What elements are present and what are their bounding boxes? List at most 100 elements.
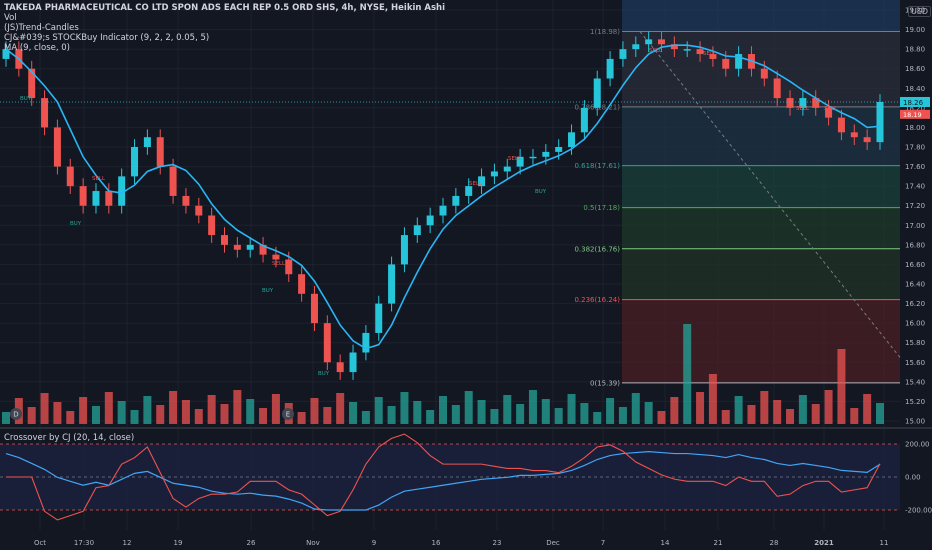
time-tick-label: 16 — [432, 539, 441, 547]
price-tick-label: 17.80 — [905, 144, 925, 152]
fib-zone — [622, 0, 900, 32]
osc-main-line — [6, 433, 881, 521]
volume-bar — [143, 396, 152, 424]
volume-bar — [323, 407, 332, 424]
signal-label: SELL — [796, 106, 810, 112]
candle — [683, 49, 691, 51]
signal-label: BUY — [70, 221, 82, 227]
time-tick-label: 2021 — [814, 539, 834, 547]
chart-legend: TAKEDA PHARMACEUTICAL CO LTD SPON ADS EA… — [4, 3, 445, 53]
currency-badge[interactable]: USD — [908, 6, 932, 17]
volume-bar — [644, 402, 653, 424]
volume-bar — [66, 411, 75, 424]
candle — [208, 215, 216, 236]
legend-volume[interactable]: Vol — [4, 13, 17, 23]
volume-bar — [336, 393, 345, 424]
time-tick-label: 19 — [174, 539, 183, 547]
volume-bar — [104, 392, 113, 424]
candle — [478, 176, 486, 187]
price-tick-label: 19.20 — [905, 7, 925, 15]
volume-bar — [516, 404, 525, 424]
candle — [632, 44, 640, 50]
candle — [516, 156, 524, 167]
volume-bar — [721, 410, 730, 424]
candle — [362, 332, 370, 353]
candle — [310, 293, 318, 324]
candle — [722, 58, 730, 69]
volume-bar — [53, 402, 62, 424]
volume-bar — [194, 409, 203, 424]
candle — [92, 191, 100, 206]
price-tick-label: 19.00 — [905, 26, 925, 34]
price-tick-label: 18.40 — [905, 85, 925, 93]
oscillator-legend[interactable]: Crossover by CJ (20, 14, close) — [4, 433, 135, 443]
candle — [709, 54, 717, 59]
candle — [786, 98, 794, 108]
candle — [131, 147, 139, 177]
volume-bar — [40, 393, 49, 424]
chart-title: TAKEDA PHARMACEUTICAL CO LTD SPON ADS EA… — [4, 3, 446, 13]
volume-bar — [169, 391, 178, 424]
candle — [670, 44, 678, 50]
candle — [760, 68, 768, 79]
candle — [555, 147, 563, 152]
volume-bar — [708, 374, 717, 424]
candle — [593, 78, 601, 108]
volume-bar — [464, 391, 473, 424]
fib-zone — [622, 207, 900, 249]
fib-zone — [622, 106, 900, 166]
volume-bar — [2, 412, 10, 424]
candle — [439, 205, 447, 216]
volume-bar — [477, 400, 486, 424]
candle — [28, 68, 36, 99]
candle — [323, 323, 331, 363]
volume-bar — [618, 407, 627, 424]
signal-label: BUY — [318, 371, 330, 377]
candle — [837, 117, 845, 133]
volume-bar — [156, 405, 165, 424]
volume-bar — [271, 394, 280, 424]
candle — [349, 352, 357, 373]
candles-group — [2, 31, 884, 380]
volume-bar — [798, 395, 807, 424]
fib-level-label: 0(15.39) — [590, 379, 620, 387]
time-tick-label: 28 — [770, 539, 779, 547]
signal-label: SELL — [508, 156, 522, 162]
legend-trend-candles[interactable]: (JS)Trend-Candles — [4, 23, 79, 33]
fib-level-label: 0.618(17.61) — [574, 162, 620, 170]
volume-bar — [361, 411, 370, 424]
time-tick-label: 14 — [661, 539, 670, 547]
candle — [658, 39, 665, 45]
volume-bar — [490, 409, 499, 424]
time-tick-label: 26 — [247, 539, 256, 547]
legend-ma[interactable]: MA (9, close, 0) — [4, 43, 70, 53]
time-tick-label: Oct — [34, 539, 46, 547]
candle — [426, 215, 434, 226]
volume-bar — [734, 396, 743, 424]
volume-bar — [27, 407, 36, 424]
candle — [195, 205, 203, 216]
volume-bar — [503, 395, 512, 424]
candle — [53, 127, 61, 167]
candle — [66, 166, 74, 187]
volume-bar — [297, 412, 306, 424]
volume-bar — [439, 396, 447, 424]
candle — [465, 186, 473, 196]
osc-tick-label: 0.00 — [905, 474, 921, 482]
candle — [233, 244, 241, 250]
volume-bar — [349, 402, 358, 424]
volume-bar — [541, 399, 550, 424]
price-tick-label: 18.20 — [905, 104, 925, 112]
candle — [41, 98, 49, 128]
signal-label: BUY — [262, 288, 274, 294]
fib-level-label: 0.5(17.18) — [583, 204, 620, 212]
legend-stockbuy[interactable]: CJ&#039;s STOCKBuy Indicator (9, 2, 2, 0… — [4, 33, 210, 43]
volume-bar — [580, 403, 589, 424]
volume-bar — [220, 404, 229, 424]
volume-bar — [657, 411, 666, 424]
candle — [156, 137, 164, 167]
signal-label: SELL — [92, 176, 106, 182]
fib-zone — [622, 299, 900, 383]
candle — [490, 171, 498, 177]
